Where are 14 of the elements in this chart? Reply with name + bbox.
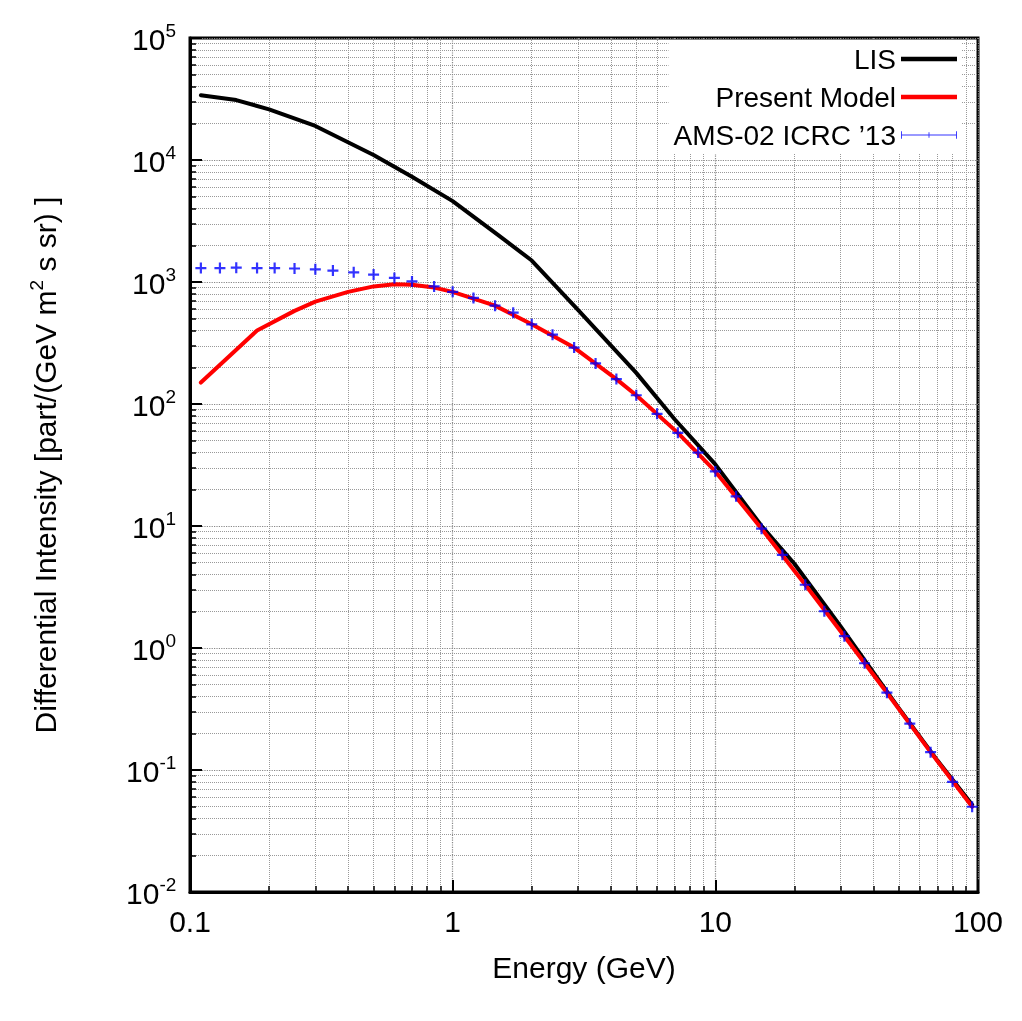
legend-label: AMS-02 ICRC ’13 <box>673 119 896 151</box>
x-tick-label: 10 <box>698 904 733 938</box>
x-tick-label: 1 <box>444 904 462 938</box>
y-tick-label: 10$^{0}$ <box>132 630 176 666</box>
y-tick-label: 10$^{5}$ <box>132 20 176 56</box>
x-tick-label: 100 <box>952 904 1004 938</box>
y-tick-label: 10$^{-1}$ <box>126 752 177 788</box>
legend-label: Present Model <box>715 81 896 113</box>
legend-label: LIS <box>853 43 896 75</box>
y-tick-label: 10$^{4}$ <box>132 142 176 178</box>
y-tick-label: 10$^{2}$ <box>132 386 176 422</box>
x-axis-title: Energy (GeV) <box>492 950 676 984</box>
y-tick-label: 10$^{3}$ <box>132 264 176 300</box>
y-tick-label: 10$^{1}$ <box>132 508 176 544</box>
